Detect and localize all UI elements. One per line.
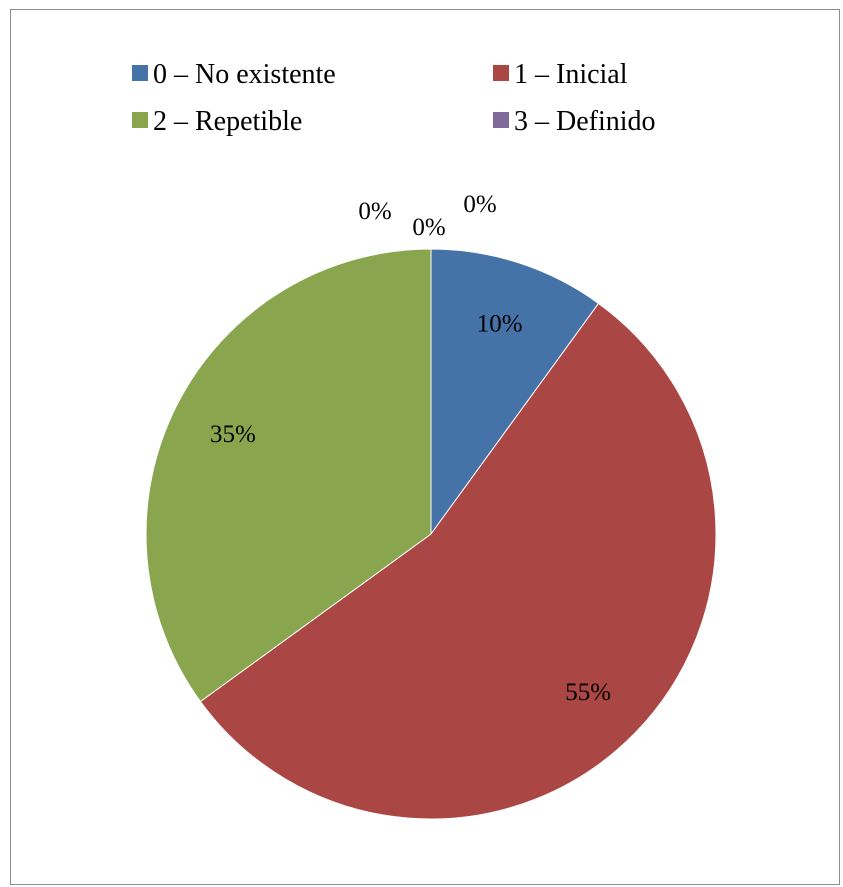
legend-label-0: 0 – No existente [153,59,336,90]
data-labels: 10% 55% 35% 0% 0% 0% [210,191,611,706]
zero-label-2: 0% [463,191,496,218]
legend-swatch-1 [493,65,509,81]
pie-slice-1 [199,302,717,820]
legend-label-1: 1 – Inicial [514,59,628,90]
legend-label-3: 3 – Definido [514,106,656,137]
pie-slice-0 [430,248,600,536]
pie-slice-2 [145,248,432,703]
data-label-1: 55% [565,679,611,706]
legend-label-2: 2 – Repetible [153,106,302,137]
legend: 0 – No existente 1 – Inicial 2 – Repetible… [132,59,656,137]
zero-label-1: 0% [412,214,445,241]
legend-swatch-2 [132,112,148,128]
zero-label-0: 0% [358,198,391,225]
data-label-2: 35% [210,421,256,448]
pie-slices [145,248,717,820]
data-label-0: 10% [477,311,523,338]
legend-swatch-3 [493,112,509,128]
legend-swatch-0 [132,65,148,81]
